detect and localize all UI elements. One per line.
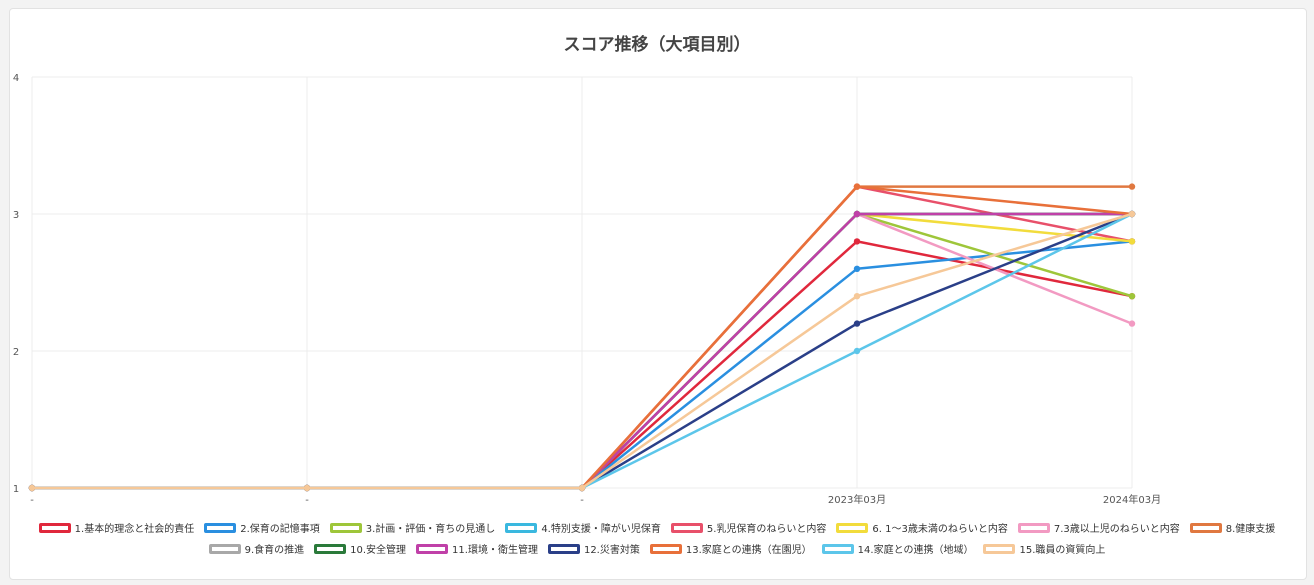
legend-swatch (208, 543, 241, 554)
data-point (853, 265, 861, 272)
data-point (853, 347, 861, 355)
legend-label: 8.健康支援 (1225, 524, 1276, 535)
legend-item[interactable]: 4.特別支援・障がい児保育 (505, 520, 661, 535)
data-point (1128, 320, 1136, 327)
legend-swatch (547, 543, 580, 554)
legend-swatch (204, 522, 237, 533)
legend-swatch (314, 543, 347, 554)
legend-label: 9.食育の推進 (244, 545, 305, 556)
data-point (303, 484, 311, 492)
legend-item[interactable]: 15.職員の資質向上 (983, 541, 1105, 556)
legend-swatch (329, 522, 362, 533)
chart-title: スコア推移（大項目別） (563, 35, 751, 55)
data-point (578, 484, 586, 492)
x-tick-label: - (305, 495, 309, 506)
y-tick-label: 4 (13, 73, 19, 84)
legend-swatch (1017, 522, 1050, 533)
data-point (853, 293, 861, 300)
x-tick-label: - (580, 495, 584, 506)
data-point (1128, 238, 1136, 245)
y-tick-label: 2 (13, 347, 19, 358)
legend-label: 14.家庭との連携（地域） (857, 545, 974, 556)
legend-item[interactable]: 13.家庭との連携（在園児） (649, 541, 812, 556)
legend-item[interactable]: 1.基本的理念と社会的責任 (38, 520, 195, 535)
legend-item[interactable]: 2.保育の記憶事項 (204, 520, 320, 535)
legend-item[interactable]: 9.食育の推進 (208, 541, 305, 556)
legend-item[interactable]: 12.災害対策 (547, 541, 640, 556)
legend-label: 11.環境・衛生管理 (452, 545, 538, 556)
legend-label: 4.特別支援・障がい児保育 (541, 524, 661, 535)
data-point (1128, 183, 1136, 190)
x-tick-label: - (30, 495, 34, 506)
legend-label: 6. 1～3歳未満のねらいと内容 (872, 524, 1008, 535)
legend-swatch (416, 543, 449, 554)
legend-label: 2.保育の記憶事項 (240, 524, 320, 535)
legend-label: 15.職員の資質向上 (1019, 545, 1106, 556)
legend-item[interactable]: 11.環境・衛生管理 (416, 541, 538, 556)
x-tick-label: 2024年03月 (1103, 493, 1161, 506)
legend-label: 5.乳児保育のねらいと内容 (706, 524, 827, 535)
chart-card (9, 8, 1307, 580)
legend-item[interactable]: 8.健康支援 (1189, 520, 1276, 535)
x-tick-label: 2023年03月 (828, 493, 886, 506)
legend-item[interactable]: 14.家庭との連携（地域） (821, 541, 974, 556)
legend-item[interactable]: 6. 1～3歳未満のねらいと内容 (836, 520, 1008, 535)
legend-label: 7.3歳以上児のねらいと内容 (1053, 524, 1180, 535)
y-tick-label: 3 (13, 210, 19, 221)
legend-swatch (1189, 522, 1222, 533)
legend-swatch (821, 543, 854, 554)
legend-swatch (505, 522, 538, 533)
legend-swatch (670, 522, 703, 533)
legend-swatch (983, 543, 1016, 554)
data-point (1128, 293, 1136, 300)
legend-item[interactable]: 7.3歳以上児のねらいと内容 (1017, 520, 1180, 535)
legend-item[interactable]: 10.安全管理 (314, 541, 406, 556)
legend-label: 12.災害対策 (583, 545, 640, 556)
data-point (1128, 210, 1136, 218)
chart-legend: 1.基本的理念と社会的責任 2.保育の記憶事項 3.計画・評価・育ちの見通し 4.特別… (30, 520, 1284, 556)
legend-item[interactable]: 3.計画・評価・育ちの見通し (329, 520, 496, 535)
legend-label: 13.家庭との連携（在園児） (685, 545, 812, 556)
legend-label: 3.計画・評価・育ちの見通し (365, 524, 496, 535)
legend-item[interactable]: 5.乳児保育のねらいと内容 (670, 520, 827, 535)
legend-swatch (38, 522, 71, 533)
legend-label: 10.安全管理 (350, 545, 407, 556)
data-point (28, 484, 36, 492)
legend-swatch (836, 522, 869, 533)
data-point (853, 183, 861, 190)
legend-label: 1.基本的理念と社会的責任 (74, 524, 195, 535)
data-point (853, 238, 861, 245)
data-point (853, 320, 861, 327)
y-tick-label: 1 (13, 484, 19, 495)
data-point (853, 210, 861, 218)
legend-swatch (649, 543, 682, 554)
